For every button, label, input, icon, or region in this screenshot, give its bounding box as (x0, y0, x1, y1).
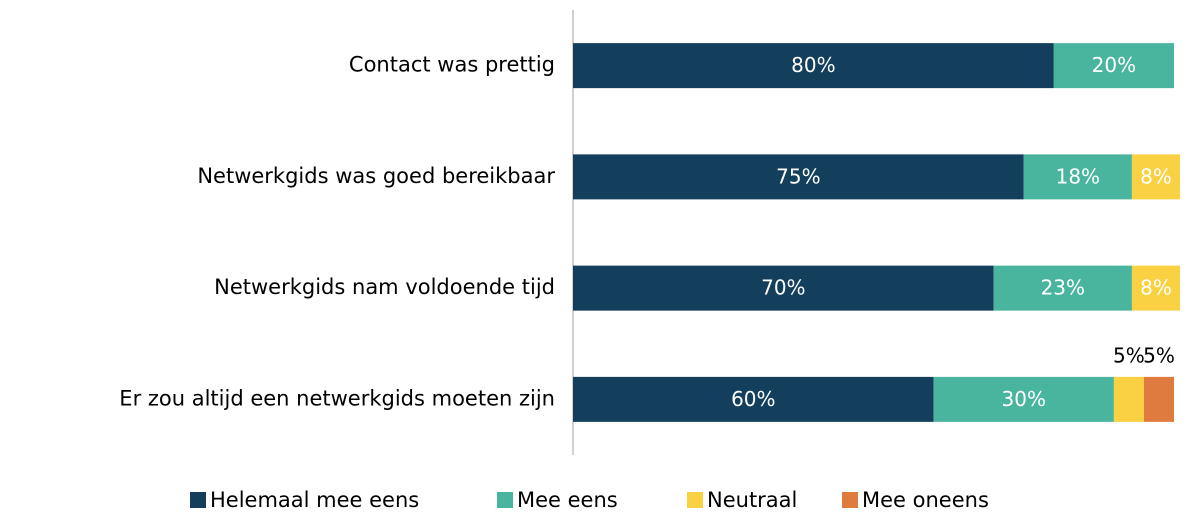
bar-segment (1113, 376, 1144, 422)
data-label: 23% (1041, 276, 1085, 300)
legend-label: Mee eens (517, 488, 618, 512)
data-label: 60% (731, 387, 775, 411)
legend-label: Mee oneens (862, 488, 989, 512)
data-label: 70% (761, 276, 805, 300)
legend-label: Helemaal mee eens (210, 488, 419, 512)
legend-label: Neutraal (707, 488, 797, 512)
data-label: 20% (1092, 53, 1136, 77)
legend-swatch (687, 492, 703, 508)
legend-swatch (190, 492, 206, 508)
legend-swatch (497, 492, 513, 508)
bar-segment (573, 265, 994, 311)
y-tick-label: Netwerkgids was goed bereikbaar (197, 164, 555, 188)
y-tick-label: Netwerkgids nam voldoende tijd (214, 275, 555, 299)
legend-swatch (842, 492, 858, 508)
data-label: 75% (776, 164, 820, 188)
bar-segment (1053, 43, 1174, 89)
bar-segment (1023, 154, 1132, 200)
bar-segment (993, 265, 1132, 311)
data-label: 80% (791, 53, 835, 77)
data-label: 8% (1140, 276, 1172, 300)
data-label: 30% (1002, 387, 1046, 411)
y-tick-label: Contact was prettig (349, 53, 555, 77)
bar-segment (1131, 265, 1181, 311)
y-tick-label: Er zou altijd een netwerkgids moeten zij… (119, 386, 555, 410)
data-label: 5% (1113, 343, 1145, 367)
bar-segment (573, 43, 1054, 89)
bar-segment (573, 154, 1024, 200)
bar-segment (1143, 376, 1174, 422)
bar-segment (933, 376, 1114, 422)
bar-segment (1131, 154, 1181, 200)
bar-segment (573, 376, 934, 422)
data-label: 18% (1056, 164, 1100, 188)
data-label: 5% (1143, 343, 1175, 367)
data-label: 8% (1140, 164, 1172, 188)
